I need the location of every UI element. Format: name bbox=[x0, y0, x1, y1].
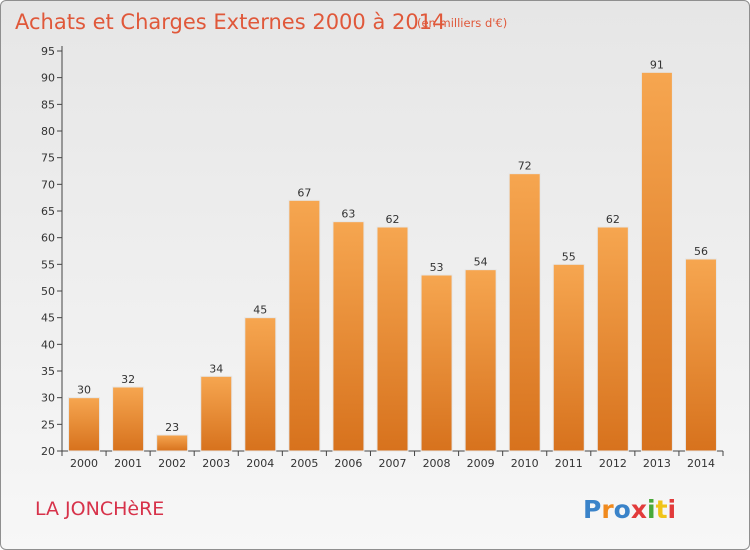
y-tick-label: 90 bbox=[41, 72, 55, 85]
y-tick-label: 95 bbox=[41, 45, 55, 58]
y-tick-label: 35 bbox=[41, 365, 55, 378]
x-tick-label: 2009 bbox=[467, 457, 495, 470]
y-tick-label: 75 bbox=[41, 152, 55, 165]
data-label: 53 bbox=[430, 261, 444, 274]
data-label: 62 bbox=[386, 213, 400, 226]
x-tick-label: 2008 bbox=[423, 457, 451, 470]
x-tick-label: 2013 bbox=[643, 457, 671, 470]
y-tick-label: 60 bbox=[41, 232, 55, 245]
y-tick-label: 25 bbox=[41, 418, 55, 431]
y-tick-label: 50 bbox=[41, 285, 55, 298]
x-tick-label: 2007 bbox=[379, 457, 407, 470]
bar bbox=[68, 397, 101, 452]
bar bbox=[112, 386, 145, 452]
bar bbox=[244, 317, 277, 452]
data-label: 67 bbox=[297, 186, 311, 199]
bar bbox=[156, 434, 189, 452]
x-tick-label: 2003 bbox=[202, 457, 230, 470]
data-label: 23 bbox=[165, 421, 179, 434]
y-tick-label: 65 bbox=[41, 205, 55, 218]
bar bbox=[640, 71, 673, 452]
y-tick-label: 80 bbox=[41, 125, 55, 138]
x-tick-label: 2010 bbox=[511, 457, 539, 470]
data-label: 32 bbox=[121, 373, 135, 386]
data-label: 30 bbox=[77, 384, 91, 397]
x-tick-label: 2006 bbox=[334, 457, 362, 470]
data-label: 62 bbox=[606, 213, 620, 226]
bar bbox=[332, 221, 365, 452]
x-tick-label: 2001 bbox=[114, 457, 142, 470]
data-label: 63 bbox=[341, 208, 355, 221]
bar bbox=[508, 173, 541, 452]
x-tick-label: 2000 bbox=[70, 457, 98, 470]
chart-subtitle: (en milliers d'€) bbox=[417, 16, 507, 30]
y-tick-label: 30 bbox=[41, 392, 55, 405]
y-tick-label: 70 bbox=[41, 178, 55, 191]
bar bbox=[288, 199, 321, 452]
data-label: 72 bbox=[518, 160, 532, 173]
axes: 20 25 30 35 40 45 50 55 60 65 70 75 80 85 90 95 2000 2001… bbox=[41, 45, 724, 470]
proxiti-logo: Proxiti bbox=[583, 495, 676, 524]
data-labels: 30 32 23 34 45 67 63 62 53 54 72 55 62 91 56 bbox=[77, 58, 708, 434]
x-tick-label: 2011 bbox=[555, 457, 583, 470]
data-label: 34 bbox=[209, 362, 223, 375]
brand-logo-text: Proxiti bbox=[583, 495, 676, 524]
bar bbox=[552, 263, 585, 452]
data-label: 55 bbox=[562, 250, 576, 263]
data-label: 54 bbox=[474, 256, 488, 269]
x-tick-label: 2005 bbox=[290, 457, 318, 470]
bar bbox=[420, 274, 453, 452]
y-tick-label: 45 bbox=[41, 312, 55, 325]
bar bbox=[200, 375, 233, 452]
bar bbox=[684, 258, 717, 452]
y-tick-label: 55 bbox=[41, 258, 55, 271]
bar bbox=[376, 226, 409, 452]
bar bbox=[464, 269, 497, 452]
x-tick-label: 2012 bbox=[599, 457, 627, 470]
data-label: 45 bbox=[253, 304, 267, 317]
x-tick-label: 2002 bbox=[158, 457, 186, 470]
data-label: 56 bbox=[694, 245, 708, 258]
bars bbox=[68, 71, 717, 452]
y-tick-label: 85 bbox=[41, 98, 55, 111]
y-tick-label: 20 bbox=[41, 445, 55, 458]
y-tick-label: 40 bbox=[41, 338, 55, 351]
data-label: 91 bbox=[650, 58, 664, 71]
x-tick-label: 2014 bbox=[687, 457, 715, 470]
x-tick-label: 2004 bbox=[246, 457, 274, 470]
location-name: LA JONCHèRE bbox=[35, 498, 164, 520]
bar bbox=[596, 226, 629, 452]
chart-title: Achats et Charges Externes 2000 à 2014 bbox=[15, 10, 445, 34]
